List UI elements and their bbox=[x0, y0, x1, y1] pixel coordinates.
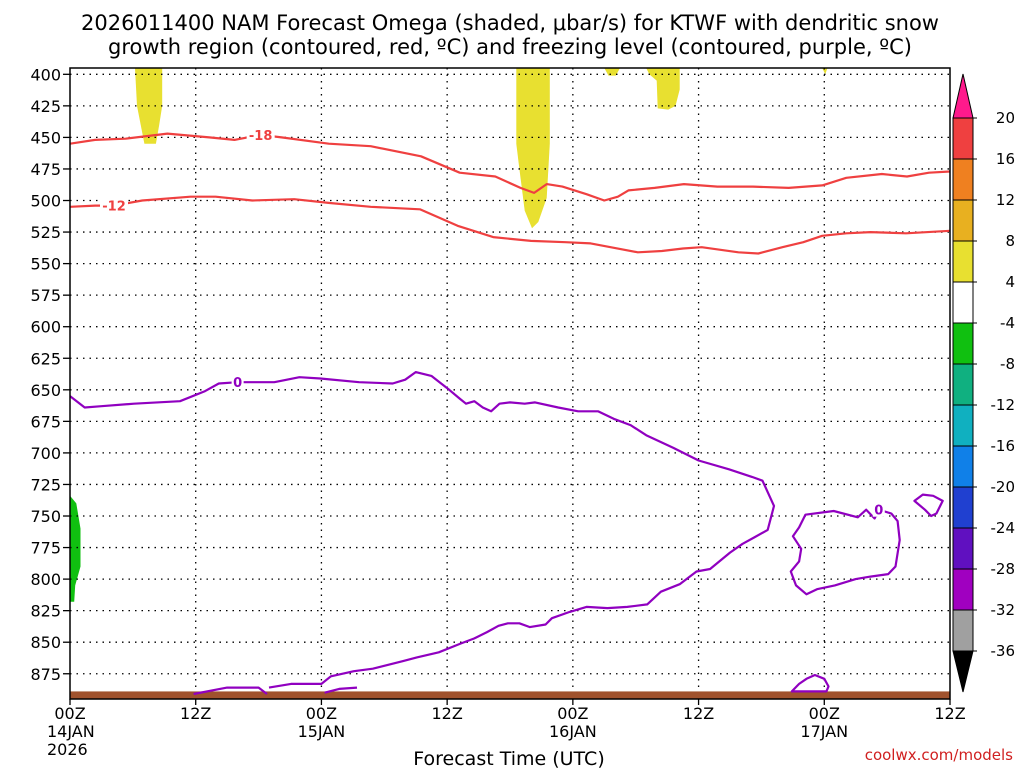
colorbar-label-5: -4 bbox=[1000, 314, 1015, 332]
freezing-level-low-2 bbox=[324, 686, 358, 694]
credit-text: coolwx.com/models bbox=[865, 746, 1013, 764]
colorbar-label-3: 8 bbox=[1005, 232, 1015, 250]
ytick-label-800: 800 bbox=[30, 570, 61, 589]
ytick-label-400: 400 bbox=[30, 65, 61, 84]
colorbar-segment-3 bbox=[952, 199, 974, 242]
ytick-label-650: 650 bbox=[30, 381, 61, 400]
xtick-label-0-0: 00Z bbox=[54, 704, 85, 723]
colorbar-segment-10 bbox=[952, 486, 974, 529]
colorbar-segment-13 bbox=[952, 609, 974, 652]
xtick-label-60-0: 12Z bbox=[683, 704, 714, 723]
freezing-level-island-1-label-bg bbox=[872, 501, 885, 517]
colorbar-segment-9 bbox=[952, 445, 974, 488]
freezing-level-low-1 bbox=[193, 686, 268, 696]
title-line-1: 2026011400 NAM Forecast Omega (shaded, μ… bbox=[81, 11, 939, 35]
colorbar-segment-2 bbox=[952, 158, 974, 201]
xtick-label-0-2: 2026 bbox=[47, 740, 88, 759]
omega-positive-2 bbox=[516, 68, 550, 229]
ytick-label-600: 600 bbox=[30, 318, 61, 337]
xtick-label-48-0: 00Z bbox=[557, 704, 588, 723]
colorbar-segment-1 bbox=[952, 117, 974, 160]
ytick-label-475: 475 bbox=[30, 160, 61, 179]
colorbar-label-0: 20 bbox=[996, 109, 1015, 127]
colorbar-label-1: 16 bbox=[996, 150, 1015, 168]
ytick-label-875: 875 bbox=[30, 665, 61, 684]
dgz-minus18-label: -18 bbox=[249, 129, 273, 144]
xtick-label-72-0: 00Z bbox=[809, 704, 840, 723]
ytick-label-775: 775 bbox=[30, 539, 61, 558]
x-axis-label: Forecast Time (UTC) bbox=[413, 748, 604, 768]
colorbar-label-8: -16 bbox=[991, 437, 1016, 455]
xtick-label-24-0: 00Z bbox=[306, 704, 337, 723]
ytick-label-425: 425 bbox=[30, 97, 61, 116]
omega-shading-layer bbox=[70, 68, 828, 602]
ytick-label-625: 625 bbox=[30, 349, 61, 368]
colorbar-label-12: -32 bbox=[991, 601, 1016, 619]
ytick-label-450: 450 bbox=[30, 128, 61, 147]
xtick-label-0-1: 14JAN bbox=[47, 722, 95, 741]
terrain-fill bbox=[70, 691, 950, 699]
ytick-label-550: 550 bbox=[30, 255, 61, 274]
colorbar-segment-8 bbox=[952, 404, 974, 447]
freezing-level-island-1-label: 0 bbox=[874, 504, 883, 519]
colorbar-label-7: -12 bbox=[991, 396, 1016, 414]
ytick-label-500: 500 bbox=[30, 192, 61, 211]
terrain-layer bbox=[70, 691, 950, 699]
chart-title: 2026011400 NAM Forecast Omega (shaded, μ… bbox=[81, 11, 939, 59]
freezing-level-upper bbox=[70, 371, 776, 689]
colorbar-top-triangle bbox=[952, 73, 974, 119]
omega-positive-5 bbox=[822, 68, 828, 75]
colorbar-segment-12 bbox=[952, 568, 974, 611]
colorbar-label-10: -24 bbox=[991, 519, 1016, 537]
grid-layer bbox=[70, 68, 950, 699]
colorbar-label-9: -20 bbox=[991, 478, 1016, 496]
omega-positive-3 bbox=[604, 68, 620, 76]
dgz-minus12-label-bg bbox=[100, 197, 128, 213]
colorbar-segment-4 bbox=[952, 240, 974, 283]
colorbar-segment-7 bbox=[952, 363, 974, 406]
ytick-label-700: 700 bbox=[30, 444, 61, 463]
xtick-label-72-1: 17JAN bbox=[800, 722, 848, 741]
colorbar-segment-5 bbox=[952, 281, 974, 324]
ytick-label-825: 825 bbox=[30, 602, 61, 621]
colorbar-bottom-triangle bbox=[952, 650, 974, 693]
freezing-level-island-3 bbox=[790, 673, 830, 693]
ytick-label-575: 575 bbox=[30, 286, 61, 305]
dgz-minus18 bbox=[70, 132, 950, 202]
colorbar-label-13: -36 bbox=[991, 642, 1016, 660]
ytick-label-750: 750 bbox=[30, 507, 61, 526]
colorbar: 20 16 12 8 4 -4 -8 -12 -16 -20 -24 -28 -32 -36 bbox=[952, 73, 1016, 693]
title-line-2: growth region (contoured, red, ºC) and f… bbox=[108, 35, 912, 59]
freezing-level-island-2 bbox=[913, 493, 944, 518]
xtick-label-12-0: 12Z bbox=[180, 704, 211, 723]
xtick-label-48-1: 16JAN bbox=[549, 722, 597, 741]
freezing-level-upper-label-bg bbox=[231, 374, 244, 390]
axes-layer: 400 425 450 475 500 525 550 575 600 625 650 675 700 7… bbox=[30, 65, 965, 759]
ytick-label-675: 675 bbox=[30, 412, 61, 431]
colorbar-label-4: 4 bbox=[1005, 273, 1015, 291]
dgz-minus12-label: -12 bbox=[102, 200, 126, 215]
xtick-label-24-1: 15JAN bbox=[298, 722, 346, 741]
plot-frame bbox=[69, 67, 951, 700]
colorbar-segment-6 bbox=[952, 322, 974, 365]
dgz-minus18-label-bg bbox=[246, 126, 275, 142]
contour-layer: -18 -12 0 0 bbox=[70, 126, 950, 696]
xtick-label-36-0: 12Z bbox=[431, 704, 462, 723]
colorbar-label-6: -8 bbox=[1000, 355, 1015, 373]
colorbar-label-11: -28 bbox=[991, 560, 1016, 578]
freezing-level-upper-label: 0 bbox=[233, 376, 242, 391]
xtick-label-84-0: 12Z bbox=[934, 704, 965, 723]
ytick-label-725: 725 bbox=[30, 475, 61, 494]
freezing-level-island-1 bbox=[789, 508, 901, 596]
ytick-label-525: 525 bbox=[30, 223, 61, 242]
omega-positive-4 bbox=[646, 68, 680, 110]
colorbar-label-2: 12 bbox=[996, 191, 1015, 209]
omega-negative-1 bbox=[70, 495, 81, 602]
colorbar-segment-11 bbox=[952, 527, 974, 570]
ytick-label-850: 850 bbox=[30, 633, 61, 652]
dgz-minus12 bbox=[70, 195, 950, 255]
